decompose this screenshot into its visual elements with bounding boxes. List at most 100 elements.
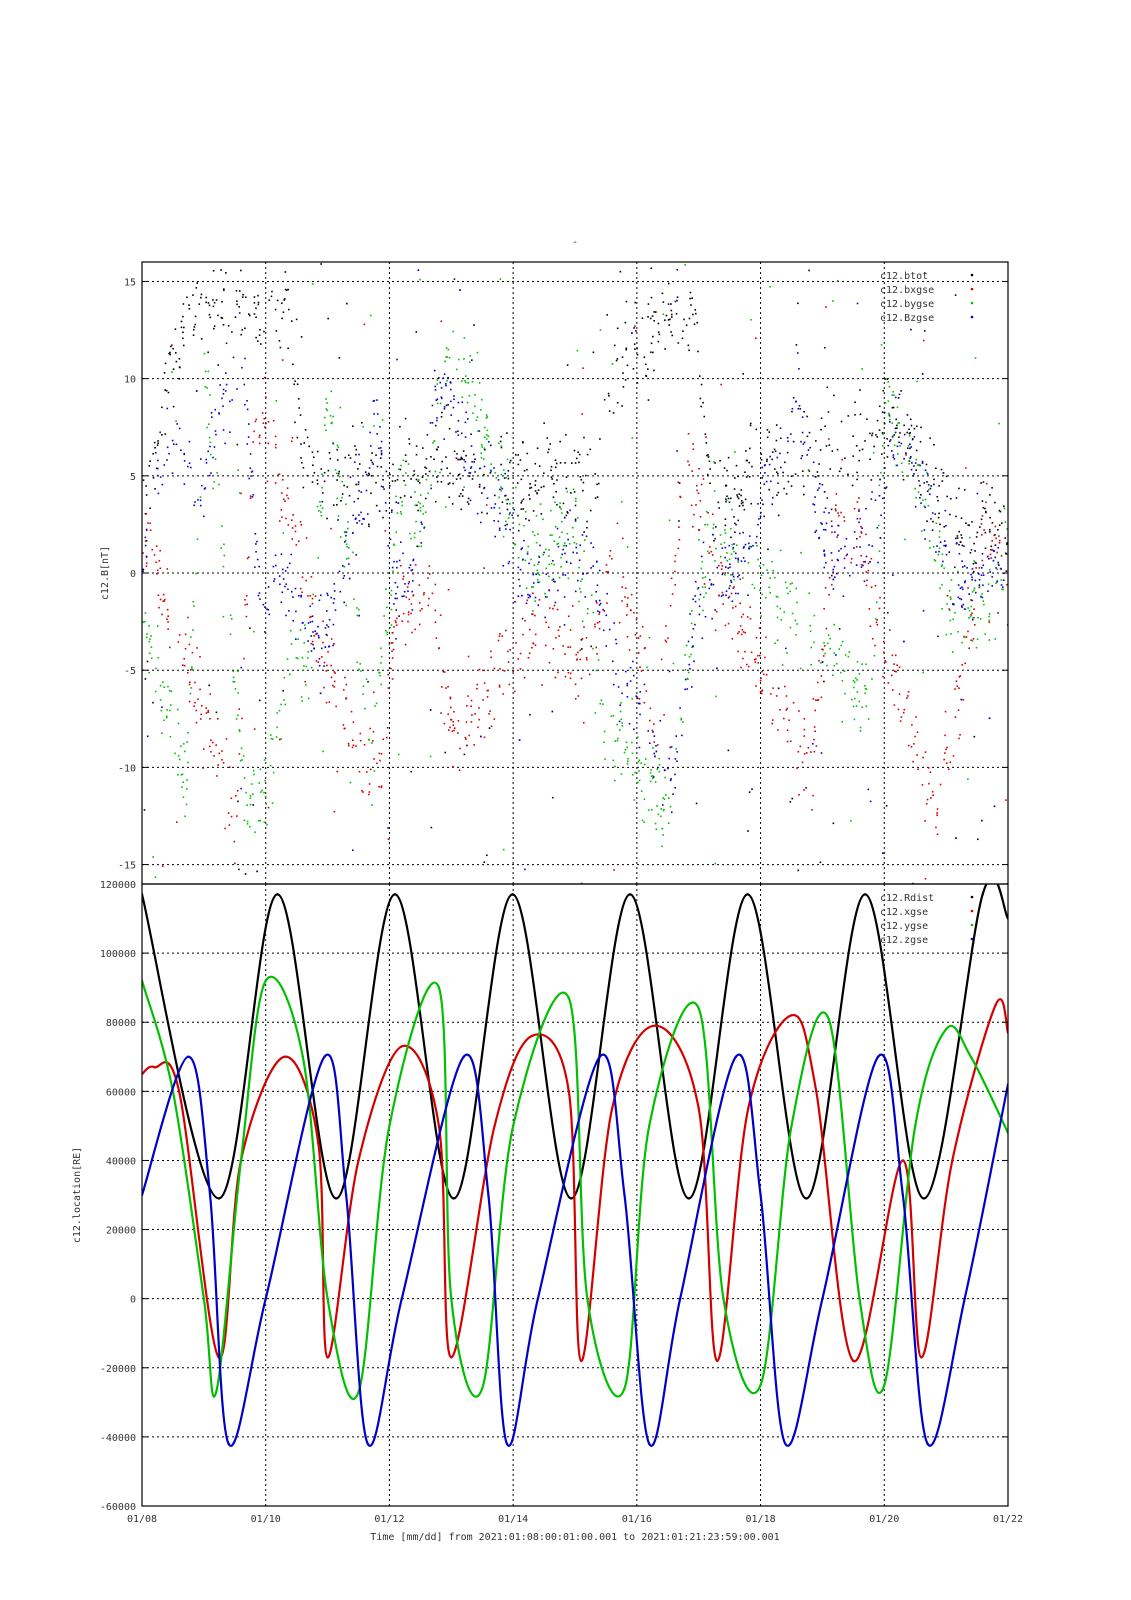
point-c12-bygse bbox=[761, 593, 763, 596]
point-c12-bzgse bbox=[856, 517, 859, 520]
point-c12-bygse bbox=[581, 578, 583, 580]
point-c12-bxgse bbox=[641, 625, 644, 628]
point-c12-bzgse bbox=[393, 603, 395, 605]
point-c12-bxgse bbox=[267, 421, 270, 423]
point-c12-btot bbox=[481, 511, 483, 514]
point-c12-bxgse bbox=[200, 713, 203, 716]
point-c12-bygse bbox=[968, 609, 971, 612]
point-c12-bygse bbox=[374, 705, 376, 707]
point-c12-btot bbox=[554, 466, 557, 469]
point-c12-btot bbox=[797, 869, 800, 872]
point-c12-bygse bbox=[307, 697, 310, 700]
point-c12-btot bbox=[936, 495, 939, 498]
point-c12-bxgse bbox=[311, 602, 314, 605]
point-c12-bygse bbox=[554, 501, 556, 504]
point-c12-bzgse bbox=[818, 536, 821, 539]
point-c12-bzgse bbox=[869, 800, 872, 803]
point-c12-bygse bbox=[982, 600, 985, 602]
point-c12-bzgse bbox=[379, 426, 381, 428]
point-c12-btot bbox=[336, 459, 339, 461]
point-c12-btot bbox=[399, 496, 402, 499]
point-c12-bzgse bbox=[224, 372, 227, 374]
point-c12-bygse bbox=[728, 585, 731, 587]
point-c12-bygse bbox=[938, 530, 941, 533]
point-c12-btot bbox=[284, 271, 287, 273]
point-c12-bzgse bbox=[748, 542, 750, 545]
point-c12-bygse bbox=[698, 598, 700, 601]
point-c12-ygse bbox=[239, 1159, 243, 1162]
point-c12-bygse bbox=[148, 640, 151, 643]
point-c12-bygse bbox=[385, 588, 387, 591]
point-c12-bygse bbox=[480, 398, 483, 401]
point-c12-btot bbox=[898, 436, 900, 439]
point-c12-bygse bbox=[424, 511, 427, 514]
point-c12-bygse bbox=[662, 313, 665, 316]
point-c12-bygse bbox=[261, 789, 263, 792]
point-c12-bxgse bbox=[507, 650, 509, 653]
point-c12-bxgse bbox=[564, 653, 566, 655]
point-c12-bygse bbox=[439, 471, 441, 474]
point-c12-btot bbox=[937, 499, 939, 502]
point-c12-bxgse bbox=[574, 683, 577, 686]
point-c12-bzgse bbox=[366, 513, 369, 515]
point-c12-bzgse bbox=[248, 423, 250, 425]
point-c12-bygse bbox=[733, 578, 735, 581]
point-c12-btot bbox=[501, 501, 504, 503]
point-c12-bxgse bbox=[290, 440, 293, 443]
point-c12-btot bbox=[898, 441, 900, 444]
point-c12-btot bbox=[801, 470, 804, 472]
point-c12-bxgse bbox=[284, 500, 286, 503]
point-c12-bygse bbox=[339, 475, 341, 478]
point-c12-btot bbox=[578, 453, 581, 456]
point-c12-bygse bbox=[776, 616, 779, 619]
point-c12-bxgse bbox=[970, 614, 972, 616]
point-c12-bygse bbox=[852, 679, 855, 682]
point-c12-bzgse bbox=[307, 622, 310, 624]
point-c12-bygse bbox=[556, 543, 558, 545]
point-c12-bxgse bbox=[449, 706, 452, 709]
point-c12-bxgse bbox=[692, 525, 694, 528]
point-c12-btot bbox=[152, 477, 155, 479]
point-c12-btot bbox=[742, 504, 744, 507]
point-c12-bzgse bbox=[316, 632, 318, 635]
point-c12-bzgse bbox=[924, 506, 927, 509]
point-c12-btot bbox=[283, 299, 285, 301]
point-c12-bygse bbox=[720, 555, 722, 558]
point-c12-btot bbox=[589, 509, 592, 512]
point-c12-bxgse bbox=[911, 724, 913, 726]
x-tick-01-14: 01/14 bbox=[498, 1514, 528, 1525]
point-c12-bzgse bbox=[476, 512, 479, 515]
point-c12-bzgse bbox=[457, 434, 460, 436]
point-c12-bxgse bbox=[677, 547, 680, 550]
point-c12-btot bbox=[360, 421, 363, 424]
point-c12-bygse bbox=[149, 638, 151, 640]
point-c12-btot bbox=[552, 496, 555, 499]
point-c12-bzgse bbox=[737, 592, 739, 595]
point-c12-bxgse bbox=[414, 628, 416, 631]
point-c12-bygse bbox=[324, 424, 326, 427]
point-c12-bzgse bbox=[426, 434, 429, 436]
point-c12-bygse bbox=[312, 593, 315, 596]
point-c12-bzgse bbox=[859, 546, 861, 548]
point-c12-bygse bbox=[174, 752, 176, 755]
point-c12-btot bbox=[603, 398, 606, 401]
point-c12-btot bbox=[906, 431, 909, 434]
point-c12-btot bbox=[737, 497, 740, 500]
point-c12-bzgse bbox=[353, 500, 356, 503]
point-c12-bxgse bbox=[579, 658, 582, 661]
point-c12-bygse bbox=[795, 587, 798, 590]
point-c12-bygse bbox=[463, 337, 466, 339]
point-c12-bygse bbox=[941, 607, 943, 610]
point-c12-bxgse bbox=[853, 507, 856, 510]
point-c12-bzgse bbox=[332, 602, 335, 604]
point-c12-bygse bbox=[707, 550, 709, 553]
point-c12-bygse bbox=[390, 594, 393, 597]
point-c12-bzgse bbox=[692, 598, 694, 601]
point-c12-bzgse bbox=[923, 529, 926, 531]
point-c12-bxgse bbox=[438, 647, 440, 650]
point-c12-btot bbox=[368, 523, 370, 526]
point-c12-btot bbox=[743, 508, 746, 511]
point-c12-bygse bbox=[433, 440, 436, 442]
point-c12-bzgse bbox=[576, 552, 578, 554]
point-c12-bxgse bbox=[945, 748, 947, 751]
